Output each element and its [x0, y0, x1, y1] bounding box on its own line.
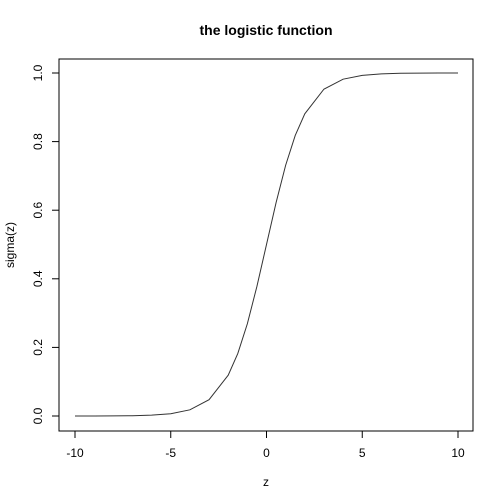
y-axis: 0.0 0.2 0.4 0.6 0.8 1.0 [31, 64, 60, 424]
x-axis: -10 -5 0 5 10 [66, 430, 465, 460]
x-tick-label: 0 [263, 446, 270, 460]
y-tick-label: 0.6 [31, 202, 45, 219]
y-axis-label: sigma(z) [3, 222, 17, 268]
y-tick-label: 0.4 [31, 270, 45, 287]
x-tick-label: -10 [66, 446, 84, 460]
y-tick-label: 0.2 [31, 339, 45, 356]
logistic-curve [74, 72, 459, 417]
x-tick-label: 10 [451, 446, 465, 460]
x-tick-label: 5 [359, 446, 366, 460]
chart-title: the logistic function [200, 22, 333, 38]
y-tick-label: 0.0 [31, 407, 45, 424]
y-tick-label: 0.8 [31, 133, 45, 150]
y-tick-label: 1.0 [31, 64, 45, 81]
x-tick-label: -5 [165, 446, 176, 460]
x-axis-label: z [263, 475, 269, 489]
